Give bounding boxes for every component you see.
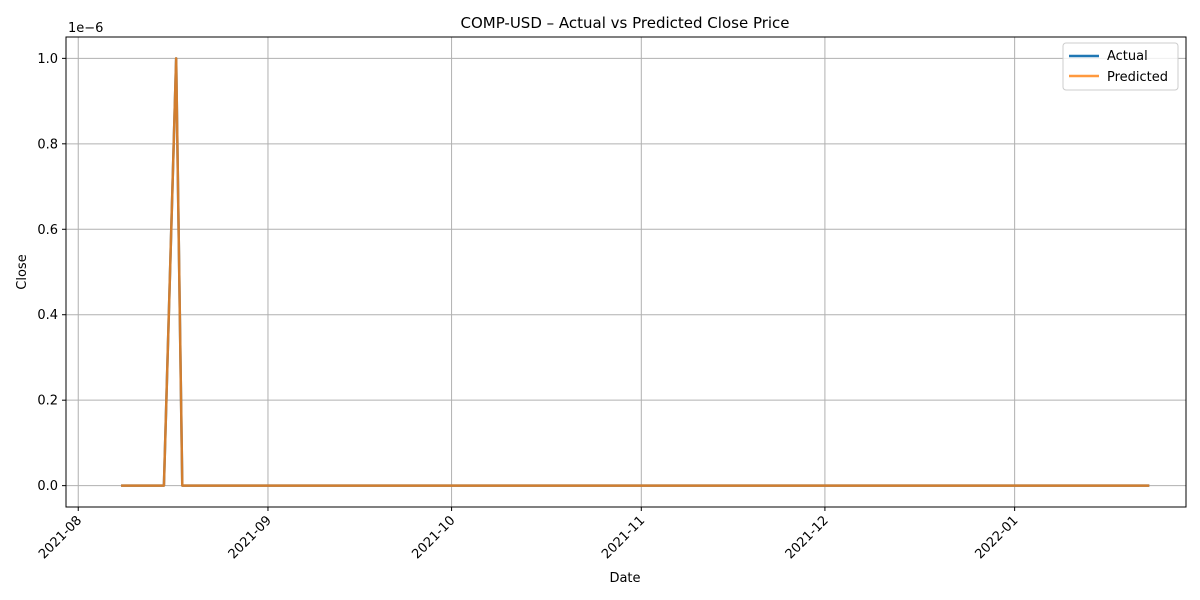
y-scale-label: 1e−6 (68, 21, 103, 36)
x-tick-label: 2021-11 (599, 513, 648, 562)
x-axis-label: Date (609, 571, 640, 586)
x-tick-label: 2022-01 (972, 513, 1021, 562)
y-tick-label: 0.2 (37, 394, 58, 409)
grid (66, 37, 1186, 507)
y-axis-label: Close (15, 254, 30, 289)
y-axis: 0.0 0.2 0.4 0.6 0.8 1.0 (37, 52, 66, 494)
x-tick-label: 2021-12 (783, 513, 832, 562)
y-tick-label: 0.4 (37, 308, 58, 323)
chart-title: COMP-USD – Actual vs Predicted Close Pri… (460, 14, 789, 32)
series-layer (121, 57, 1150, 487)
y-tick-label: 1.0 (37, 52, 58, 67)
x-axis: 2021-08 2021-09 2021-10 2021-11 2021-12 2022-… (36, 507, 1021, 562)
y-tick-label: 0.8 (37, 137, 58, 152)
series-line-predicted (121, 57, 1150, 487)
x-tick-label: 2021-09 (226, 513, 275, 562)
legend: Actual Predicted (1062, 42, 1179, 91)
legend-label-actual: Actual (1107, 49, 1148, 64)
y-tick-label: 0.0 (37, 479, 58, 494)
y-tick-label: 0.6 (37, 223, 58, 238)
x-tick-label: 2021-08 (36, 513, 85, 562)
x-tick-label: 2021-10 (409, 513, 458, 562)
series-line-actual (121, 57, 1150, 487)
legend-label-predicted: Predicted (1107, 70, 1168, 85)
plot-frame (65, 36, 1187, 508)
